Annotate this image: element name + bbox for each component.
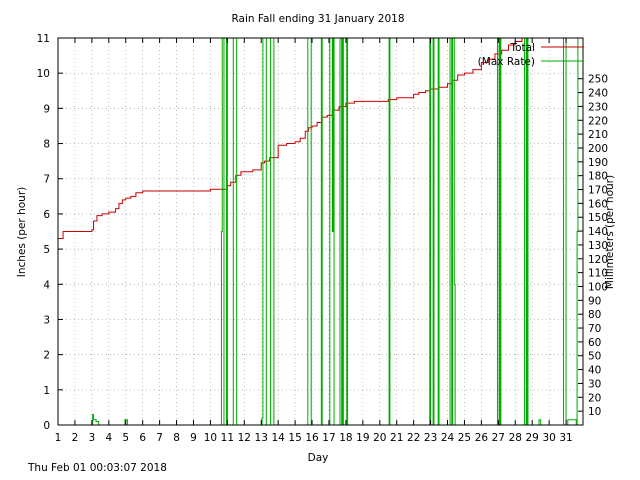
- y2-tick-label: 110: [588, 268, 608, 280]
- y2-tick-label: 220: [588, 115, 608, 127]
- y2-axis-label: Millimeters (per hour): [604, 175, 616, 289]
- x-tick-label: 17: [322, 432, 335, 444]
- y2-tick-label: 80: [588, 309, 601, 321]
- chart-title: Rain Fall ending 31 January 2018: [231, 13, 404, 25]
- y2-tick-label: 200: [588, 143, 608, 155]
- y-axis-label: Inches (per hour): [16, 187, 28, 277]
- x-tick-label: 30: [542, 432, 555, 444]
- y2-tick-label: 130: [588, 240, 608, 252]
- y2-tick-label: 210: [588, 129, 608, 141]
- y-tick-label: 11: [37, 33, 50, 45]
- y-tick-label: 8: [43, 139, 50, 151]
- x-tick-label: 7: [156, 432, 163, 444]
- x-tick-label: 29: [526, 432, 539, 444]
- grid-lines: [57, 37, 583, 426]
- y-tick-label: 3: [43, 314, 50, 326]
- y2-tick-label: 120: [588, 254, 608, 266]
- y2-tick-label: 20: [588, 392, 601, 404]
- x-tick-label: 22: [407, 432, 420, 444]
- y2-tick-label: 250: [588, 74, 608, 86]
- x-tick-label: 3: [89, 432, 96, 444]
- x-tick-label: 12: [238, 432, 251, 444]
- axes: [57, 37, 584, 426]
- y-tick-label: 9: [43, 103, 50, 115]
- legend-rate-label: (Max Rate): [478, 56, 535, 68]
- y2-tick-label: 180: [588, 171, 608, 183]
- x-tick-label: 10: [204, 432, 217, 444]
- y2-tick-label: 170: [588, 185, 608, 197]
- plot-frame: [57, 37, 584, 426]
- y-tick-label: 1: [43, 385, 50, 397]
- y2-tick-label: 10: [588, 406, 601, 418]
- max-rate-line: [58, 37, 584, 426]
- y-tick-label: 2: [43, 350, 50, 362]
- legend: Total (Max Rate): [478, 42, 584, 68]
- generated-timestamp: Thu Feb 01 00:03:07 2018: [28, 462, 167, 474]
- y2-tick-label: 60: [588, 337, 601, 349]
- x-tick-label: 24: [441, 432, 455, 444]
- x-tick-label: 16: [305, 432, 319, 444]
- tick-labels: 1 2 3 4 5 6 7 8 9 10 11 12 13 14 15 16 17 18 19 20 21 22 23 24 2…: [37, 33, 608, 444]
- y2-tick-label: 70: [588, 323, 601, 335]
- y2-tick-label: 240: [588, 88, 608, 100]
- legend-total-label: Total: [509, 42, 535, 54]
- x-tick-label: 5: [122, 432, 129, 444]
- x-tick-label: 8: [173, 432, 180, 444]
- x-tick-label: 23: [424, 432, 437, 444]
- x-tick-label: 21: [390, 432, 403, 444]
- y-tick-label: 7: [43, 174, 50, 186]
- x-axis-label: Day: [308, 452, 329, 464]
- y2-tick-label: 190: [588, 157, 608, 169]
- y2-tick-label: 230: [588, 101, 608, 113]
- x-tick-label: 9: [190, 432, 197, 444]
- x-tick-label: 11: [221, 432, 234, 444]
- y2-tick-label: 140: [588, 226, 608, 238]
- y2-tick-label: 50: [588, 351, 601, 363]
- y-tick-label: 4: [43, 279, 50, 291]
- x-tick-label: 18: [339, 432, 352, 444]
- x-tick-label: 19: [356, 432, 369, 444]
- x-tick-label: 31: [559, 432, 572, 444]
- series-layer: [58, 37, 584, 426]
- y-tick-label: 5: [43, 244, 50, 256]
- y2-tick-label: 100: [588, 281, 608, 293]
- y2-tick-label: 40: [588, 365, 601, 377]
- x-tick-label: 4: [105, 432, 112, 444]
- x-tick-label: 27: [492, 432, 505, 444]
- x-tick-label: 20: [373, 432, 386, 444]
- x-tick-label: 15: [288, 432, 301, 444]
- total-rainfall-line: [58, 37, 583, 240]
- x-tick-label: 13: [255, 432, 268, 444]
- y-tick-label: 10: [37, 68, 50, 80]
- y2-tick-label: 90: [588, 295, 601, 307]
- x-tick-label: 2: [72, 432, 79, 444]
- x-tick-label: 25: [458, 432, 471, 444]
- x-tick-label: 28: [509, 432, 522, 444]
- x-tick-label: 6: [139, 432, 146, 444]
- y-tick-label: 6: [43, 209, 50, 221]
- y-tick-label: 0: [43, 420, 50, 432]
- x-tick-label: 26: [475, 432, 489, 444]
- x-tick-label: 1: [55, 432, 62, 444]
- y2-tick-label: 30: [588, 378, 601, 390]
- x-tick-label: 14: [271, 432, 285, 444]
- y2-tick-label: 160: [588, 198, 608, 210]
- y2-tick-label: 150: [588, 212, 608, 224]
